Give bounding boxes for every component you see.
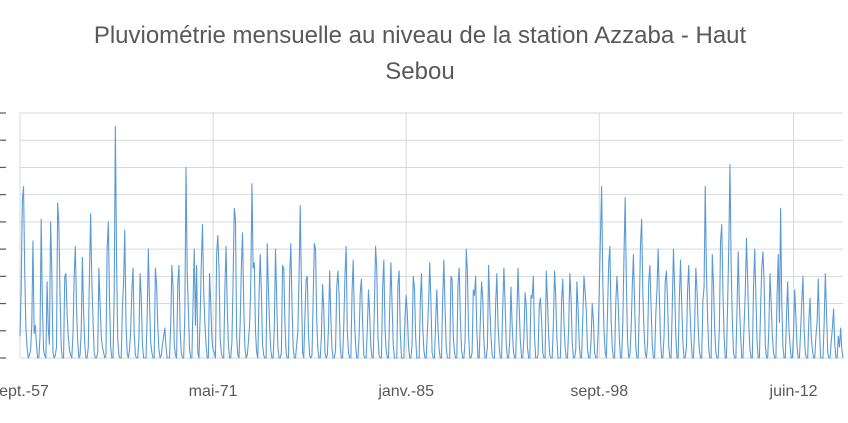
- chart-title-line-1: Pluviométrie mensuelle au niveau de la s…: [93, 22, 747, 49]
- y-axis-ticks: [0, 112, 6, 359]
- chart-title-line-2: Sebou: [385, 58, 455, 85]
- series-line: [19, 126, 844, 359]
- x-axis: sept.-57 mai-71 janv.-85 sept.-98 juin-12: [0, 383, 818, 400]
- x-tick-label: janv.-85: [377, 383, 434, 400]
- x-tick-label: mai-71: [189, 383, 238, 400]
- x-tick-label: sept.-98: [570, 383, 628, 400]
- x-tick-label: sept.-57: [0, 383, 49, 400]
- series-group: [19, 126, 844, 359]
- x-tick-label: juin-12: [769, 383, 818, 400]
